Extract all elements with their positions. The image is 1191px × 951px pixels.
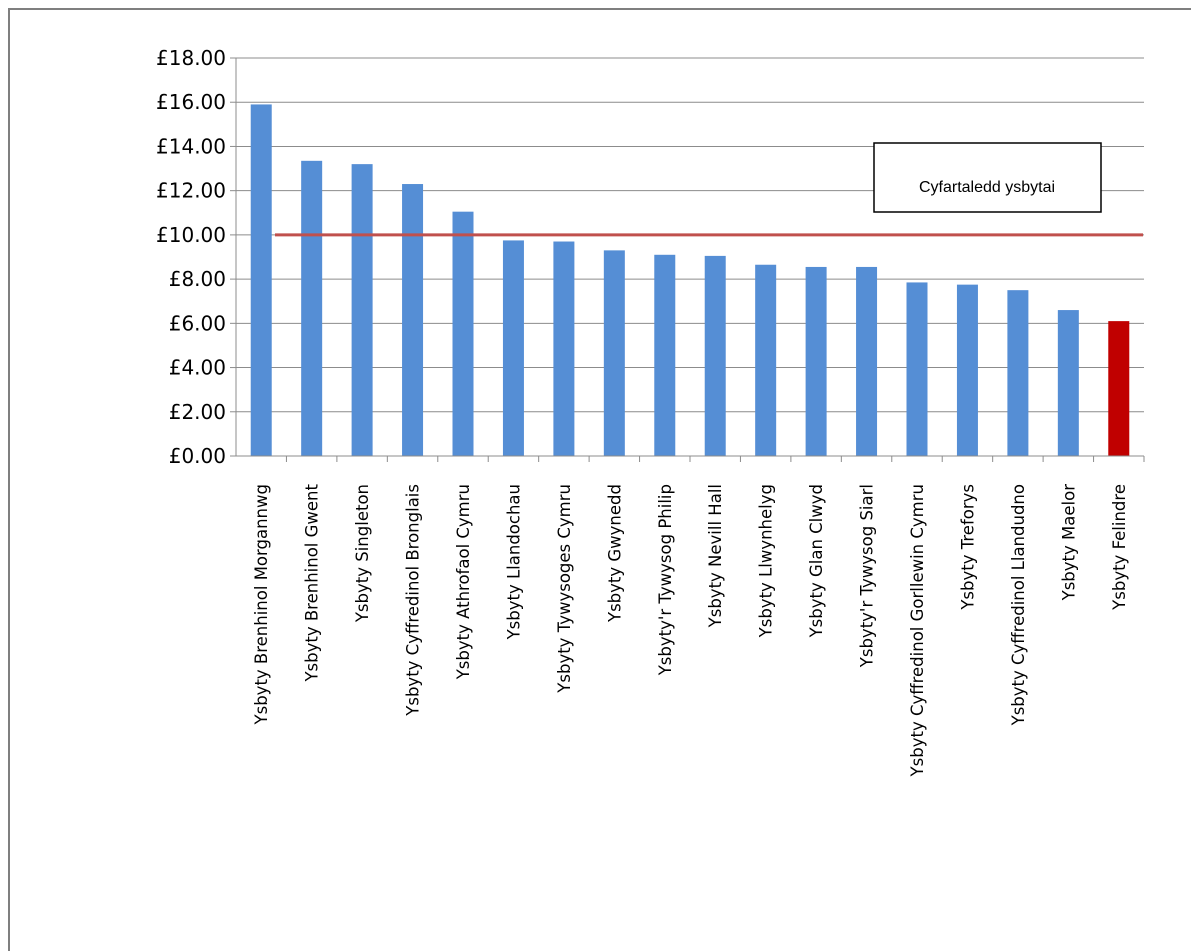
bar — [956, 284, 978, 456]
category-label: Ysbyty Cyffredinol Bronglais — [404, 484, 423, 717]
y-tick-label: £10.00 — [156, 223, 226, 247]
category-label: Ysbyty Singleton — [353, 484, 372, 623]
category-label: Ysbyty Llandochau — [504, 484, 523, 640]
bar — [402, 184, 424, 457]
y-tick-label: £14.00 — [156, 134, 226, 158]
bar — [301, 160, 323, 457]
bar — [351, 164, 373, 456]
bar — [1007, 290, 1029, 456]
category-label: Ysbyty Tywysoges Cymru — [555, 484, 574, 694]
category-label: Ysbyty Brenhinol Morgannwg — [252, 484, 271, 725]
bar — [704, 255, 726, 456]
y-tick-labels: £0.00 £2.00 £4.00 £6.00 £8.00 £10.00 £12.00 £14… — [156, 46, 226, 468]
category-label: Ysbyty'r Tywysog Siarl — [858, 484, 877, 668]
y-tick-label: £0.00 — [169, 444, 226, 468]
category-label: Ysbyty Felindre — [1110, 484, 1129, 611]
bar — [755, 264, 777, 456]
axes — [230, 57, 1145, 462]
bar — [856, 266, 878, 456]
y-tick-label: £2.00 — [169, 400, 226, 424]
category-label: Ysbyty'r Tywysog Philip — [656, 484, 675, 676]
category-label: Ysbyty Cyffredinol Gorllewin Cymru — [908, 484, 927, 777]
y-tick-label: £8.00 — [169, 267, 226, 291]
bar — [805, 266, 827, 456]
y-tick-label: £18.00 — [156, 46, 226, 70]
average-label: Cyfartaledd ysbytai — [919, 179, 1055, 196]
y-tick-label: £12.00 — [156, 179, 226, 203]
category-label: Ysbyty Gwynedd — [605, 484, 624, 623]
x-category-labels: Ysbyty Brenhinol Morgannwg Ysbyty Brenhin… — [252, 483, 1129, 777]
category-label: Ysbyty Maelor — [1059, 484, 1078, 602]
category-label: Ysbyty Brenhinol Gwent — [303, 483, 322, 682]
category-label: Ysbyty Athrofaol Cymru — [454, 484, 473, 680]
bar — [452, 211, 474, 456]
average-label-box — [873, 142, 1102, 213]
bars — [250, 104, 1130, 457]
bar — [502, 240, 524, 456]
bar — [1057, 310, 1079, 456]
y-tick-label: £16.00 — [156, 90, 226, 114]
category-label: Ysbyty Nevill Hall — [706, 484, 725, 628]
category-label: Ysbyty Treforys — [958, 484, 977, 611]
bar — [250, 104, 272, 456]
bar — [603, 250, 625, 456]
category-label: Ysbyty Glan Clwyd — [807, 484, 826, 638]
category-label: Ysbyty Llwynhelyg — [757, 484, 776, 638]
bar — [654, 254, 676, 456]
bar — [1108, 321, 1130, 456]
y-tick-label: £6.00 — [169, 311, 226, 335]
chart-frame — [8, 8, 1191, 951]
y-tick-label: £4.00 — [169, 356, 226, 380]
bar — [906, 282, 928, 456]
category-label: Ysbyty Cyffredinol Llandudno — [1009, 484, 1028, 726]
average-legend: Cyfartaledd ysbytai — [873, 142, 1102, 213]
bar — [553, 241, 575, 456]
